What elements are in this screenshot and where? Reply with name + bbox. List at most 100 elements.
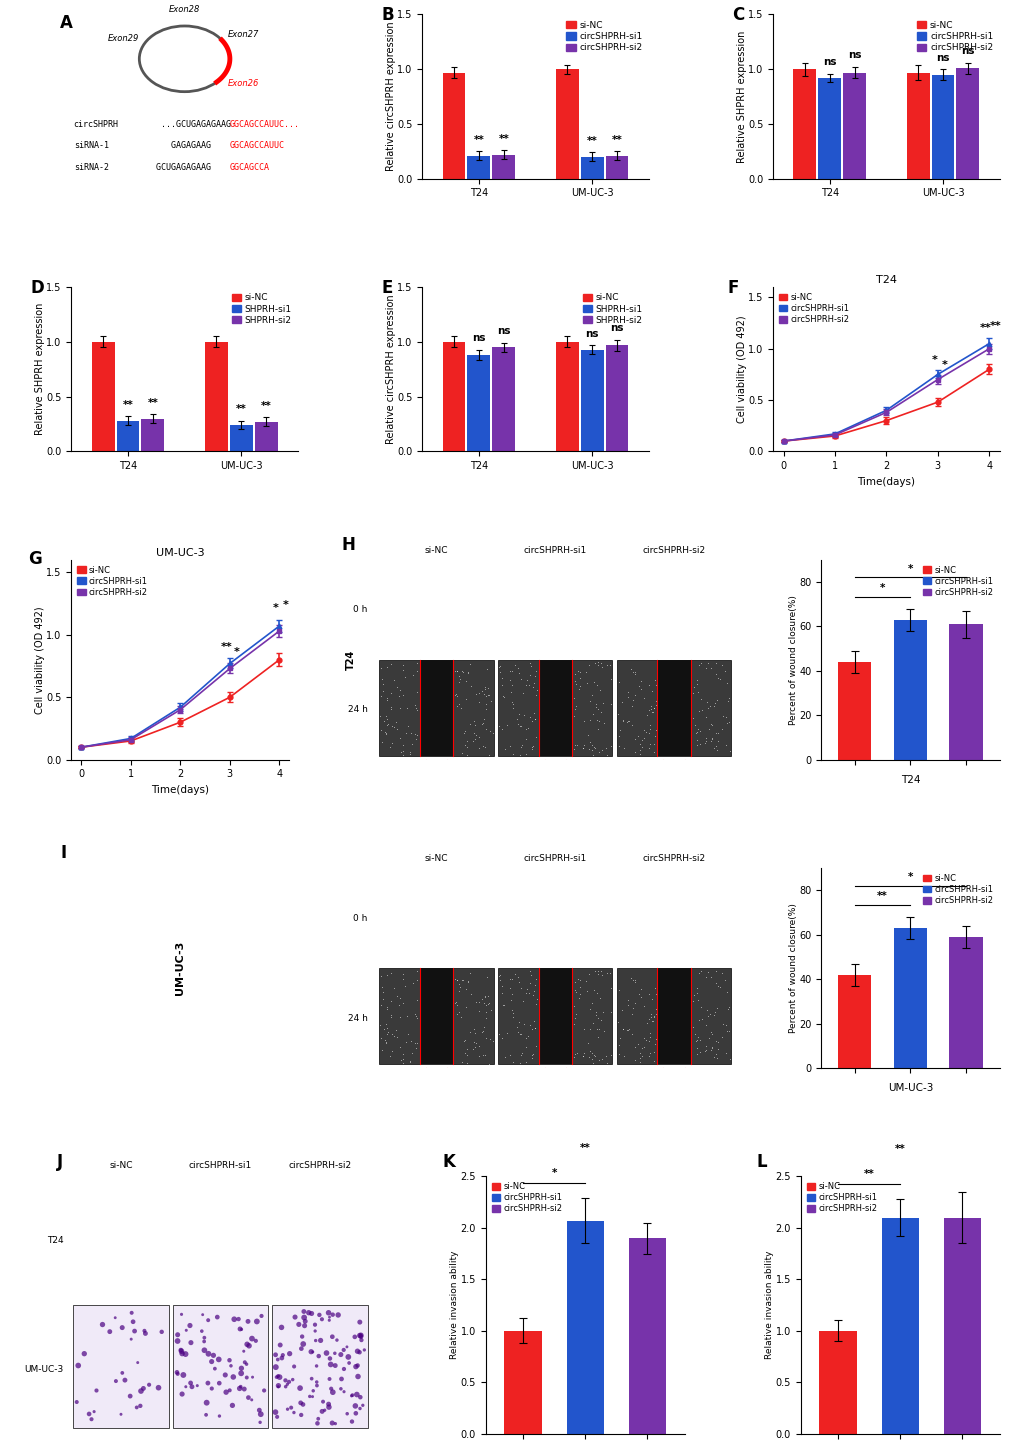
Point — [455, 760, 472, 783]
Point — [713, 754, 730, 778]
Point — [693, 1092, 709, 1115]
Text: GAGAGAAG: GAGAGAAG — [151, 142, 211, 151]
Point — [632, 1051, 648, 1074]
Point — [581, 737, 597, 760]
Point — [584, 743, 600, 766]
Point — [708, 688, 725, 711]
Point — [284, 1432, 301, 1448]
Point — [522, 1014, 538, 1037]
Point — [460, 662, 476, 685]
Bar — [949, 937, 982, 1069]
Point — [409, 1072, 425, 1095]
Point — [379, 708, 395, 731]
Point — [173, 1339, 190, 1363]
Point — [587, 1001, 603, 1024]
Point — [642, 1025, 658, 1048]
Point — [523, 786, 539, 809]
Point — [386, 834, 403, 857]
Point — [695, 772, 711, 795]
Point — [721, 740, 738, 763]
Point — [102, 1321, 118, 1344]
Bar — [142, 418, 164, 452]
Point — [635, 788, 651, 811]
Point — [707, 1043, 723, 1066]
Bar — [425, 1069, 446, 1164]
Bar — [616, 660, 731, 756]
Point — [471, 691, 487, 714]
Point — [647, 759, 663, 782]
Text: T24: T24 — [875, 275, 896, 285]
Point — [703, 1022, 719, 1045]
Point — [109, 1434, 125, 1448]
Text: **: ** — [979, 323, 990, 333]
Text: si-NC: si-NC — [424, 854, 447, 863]
Point — [579, 1031, 595, 1054]
Point — [601, 831, 618, 854]
Point — [719, 998, 736, 1021]
Bar — [492, 348, 515, 452]
Point — [504, 743, 521, 766]
Point — [447, 1067, 464, 1090]
Point — [491, 660, 507, 683]
Point — [395, 961, 412, 985]
Point — [512, 1128, 528, 1151]
Point — [411, 821, 427, 844]
Point — [454, 791, 471, 814]
Point — [502, 659, 519, 682]
Point — [587, 1102, 603, 1125]
Point — [84, 1407, 100, 1431]
Point — [491, 654, 507, 678]
Point — [455, 1098, 472, 1121]
Point — [404, 733, 420, 756]
Point — [630, 1114, 646, 1137]
Point — [409, 763, 425, 786]
Point — [204, 1350, 220, 1373]
Point — [580, 961, 596, 985]
Point — [353, 1328, 369, 1351]
Point — [631, 738, 647, 762]
Point — [569, 1087, 585, 1111]
Point — [373, 656, 389, 679]
Point — [585, 702, 601, 725]
Point — [707, 652, 723, 675]
Text: H: H — [341, 536, 355, 553]
Point — [590, 1018, 606, 1041]
Point — [178, 1319, 195, 1342]
Point — [502, 822, 519, 846]
Point — [641, 1022, 657, 1045]
Point — [407, 824, 423, 847]
Point — [385, 668, 401, 691]
Point — [233, 1445, 250, 1448]
Point — [559, 786, 576, 809]
Point — [377, 1150, 393, 1173]
Point — [717, 733, 734, 756]
Point — [705, 1003, 721, 1027]
Point — [231, 1377, 248, 1400]
Point — [568, 672, 584, 695]
Point — [693, 1008, 709, 1031]
Point — [493, 757, 510, 780]
Point — [706, 802, 722, 825]
Bar — [73, 1305, 169, 1428]
Point — [609, 1138, 626, 1161]
Point — [717, 705, 734, 728]
Point — [618, 802, 634, 825]
Point — [681, 765, 697, 788]
Point — [631, 1061, 647, 1085]
Point — [647, 673, 663, 696]
Point — [253, 1403, 269, 1426]
Point — [516, 1106, 532, 1129]
Point — [466, 710, 482, 733]
Text: J: J — [56, 1153, 62, 1171]
Point — [701, 1124, 717, 1147]
Point — [309, 1412, 325, 1435]
Point — [224, 1394, 240, 1418]
Point — [569, 766, 585, 789]
Point — [501, 1135, 518, 1158]
Point — [596, 782, 612, 805]
Point — [684, 1015, 700, 1038]
Point — [692, 1090, 708, 1114]
Point — [595, 711, 611, 734]
Point — [473, 1070, 489, 1093]
Point — [376, 1085, 392, 1108]
